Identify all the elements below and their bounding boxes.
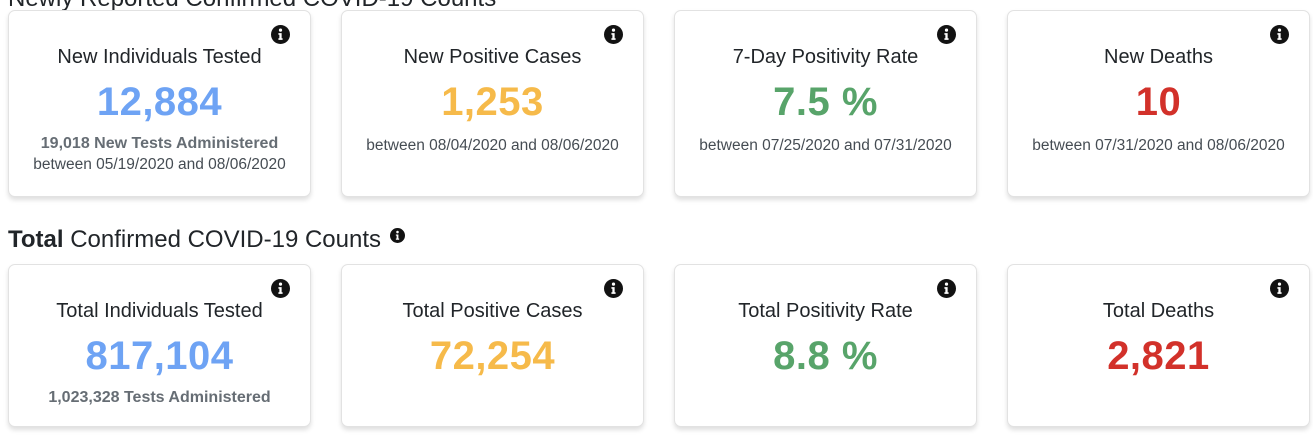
card-title: Total Positive Cases [402, 300, 583, 322]
info-icon[interactable] [604, 25, 623, 44]
card-date-range: between 07/25/2020 and 07/31/2020 [699, 137, 952, 154]
total-section-header: Total Confirmed COVID-19 Counts [8, 226, 1313, 254]
total-counts-row: Total Individuals Tested 817,104 1,023,3… [0, 264, 1313, 427]
card-title: 7-Day Positivity Rate [732, 46, 919, 68]
card-title: Total Positivity Rate [738, 300, 913, 322]
card-new-positive-cases: New Positive Cases 1,253 between 08/04/2… [341, 10, 644, 197]
card-value: 2,821 [1107, 334, 1210, 378]
new-counts-row: New Individuals Tested 12,884 19,018 New… [0, 10, 1313, 197]
info-icon[interactable] [1270, 25, 1289, 44]
card-date-range: between 07/31/2020 and 08/06/2020 [1032, 137, 1285, 154]
card-subtext: 1,023,328 Tests Administered [48, 389, 271, 406]
info-icon[interactable] [604, 279, 623, 298]
new-section-header: Newly Reported Confirmed COVID-19 Counts [8, 0, 496, 13]
card-date-range: between 08/04/2020 and 08/06/2020 [366, 137, 619, 154]
card-subtext: 19,018 New Tests Administered [40, 135, 279, 152]
card-new-individuals-tested: New Individuals Tested 12,884 19,018 New… [8, 10, 311, 197]
card-title: New Individuals Tested [57, 46, 262, 68]
total-section-header-text: Total Confirmed COVID-19 Counts [8, 226, 381, 254]
info-icon[interactable] [937, 279, 956, 298]
total-section-header-rest: Confirmed COVID-19 Counts [63, 226, 381, 253]
card-value: 7.5 % [773, 80, 878, 124]
total-section-header-bold: Total [8, 226, 64, 253]
card-new-deaths: New Deaths 10 between 07/31/2020 and 08/… [1007, 10, 1310, 197]
card-title: New Positive Cases [403, 46, 582, 68]
info-icon[interactable] [271, 25, 290, 44]
card-total-individuals-tested: Total Individuals Tested 817,104 1,023,3… [8, 264, 311, 427]
card-total-positive-cases: Total Positive Cases 72,254 [341, 264, 644, 427]
card-total-deaths: Total Deaths 2,821 [1007, 264, 1310, 427]
card-value: 10 [1135, 80, 1182, 124]
card-title: New Deaths [1104, 46, 1213, 68]
card-title: Total Deaths [1102, 300, 1215, 322]
card-date-range: between 05/19/2020 and 08/06/2020 [33, 156, 286, 173]
card-value: 72,254 [429, 334, 556, 378]
card-7day-positivity-rate: 7-Day Positivity Rate 7.5 % between 07/2… [674, 10, 977, 197]
new-section-header-rest: Confirmed COVID-19 Counts [179, 0, 496, 12]
new-section-header-bold: Newly Reported [8, 0, 179, 12]
info-icon[interactable] [937, 25, 956, 44]
info-icon[interactable] [390, 228, 405, 243]
card-value: 12,884 [96, 80, 223, 124]
info-icon[interactable] [1270, 279, 1289, 298]
card-value: 8.8 % [773, 334, 878, 378]
card-total-positivity-rate: Total Positivity Rate 8.8 % [674, 264, 977, 427]
info-icon[interactable] [271, 279, 290, 298]
card-value: 817,104 [85, 334, 234, 378]
card-value: 1,253 [441, 80, 544, 124]
card-title: Total Individuals Tested [56, 300, 263, 322]
